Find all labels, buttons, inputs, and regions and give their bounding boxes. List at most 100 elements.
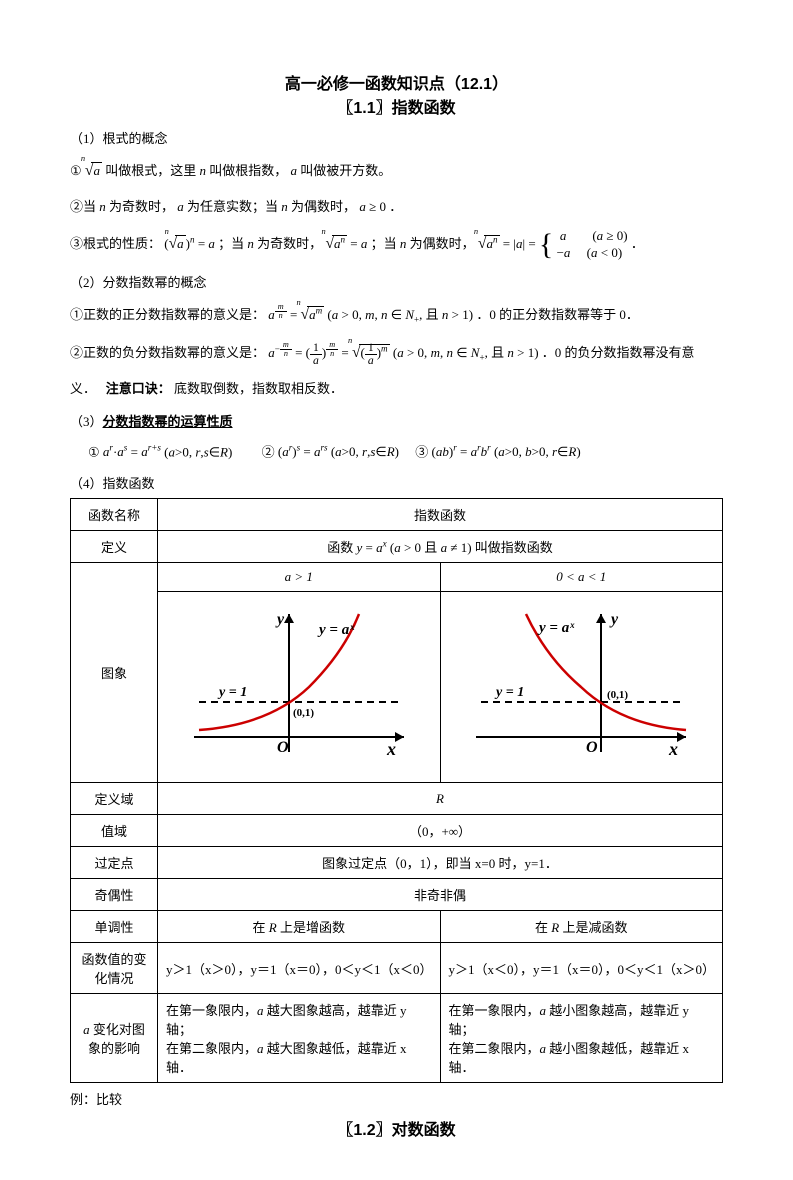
svg-text:x: x <box>386 739 396 759</box>
cell-fixed-label: 过定点 <box>71 847 158 879</box>
text: 叫做指数函数 <box>475 540 553 555</box>
cell-range-label: 值域 <box>71 815 158 847</box>
var-n: n <box>400 236 407 251</box>
svg-text:y: y <box>609 611 619 628</box>
text: 0 < a < 1 <box>556 569 606 584</box>
para-5c: 义． 注意口诀： 底数取倒数，指数取相反数． <box>70 377 723 400</box>
svg-text:(0,1): (0,1) <box>293 707 314 719</box>
svg-text:y = aˣ: y = aˣ <box>317 622 355 638</box>
var-n: n <box>281 199 288 214</box>
formula-root-power: (n√a)n = a <box>164 236 218 251</box>
formula-rule-1: ar·as = ar+s (a>0, r,s∈R) <box>103 444 236 459</box>
text: ．0 的负分数指数幂没有意 <box>542 345 695 360</box>
formula-root-an-even: n√an = |a| = { a (a ≥ 0) −a (a < 0) <box>478 236 631 251</box>
table-row: 值域 （0，+∞） <box>71 815 723 847</box>
table-row: 过定点 图象过定点（0，1），即当 x=0 时，y=1． <box>71 847 723 879</box>
text: 为偶数时， <box>410 236 475 251</box>
cell-avar-right: 在第一象限内，a 越小图象越高，越靠近 y 轴； 在第二象限内，a 越小图象越低… <box>440 994 723 1083</box>
tip-text: 底数取倒数，指数取相反数． <box>174 381 343 396</box>
text: ；当 <box>371 236 400 251</box>
table-row: a 变化对图象的影响 在第一象限内，a 越大图象越高，越靠近 y 轴； 在第二象… <box>71 994 723 1083</box>
formula-pos-frac-exp: amn = n√am (a > 0, m, n ∈ N+, 且 n > 1) <box>268 307 476 322</box>
formula-neg-frac-exp: a−mn = (1a)mn = n√(1a)m (a > 0, m, n ∈ N… <box>268 345 542 360</box>
cell-graph-label: 图象 <box>71 563 158 783</box>
table-row: 单调性 在 R 上是增函数 在 R 上是减函数 <box>71 911 723 943</box>
radical-n-a: n√a <box>85 157 102 185</box>
cell-name-value: 指数函数 <box>158 499 723 531</box>
svg-text:y = 1: y = 1 <box>494 685 524 700</box>
svg-text:y: y <box>275 611 285 628</box>
text: ③根式的性质： <box>70 236 161 251</box>
table-row: 定义域 R <box>71 783 723 815</box>
text: 叫做根式，这里 <box>105 163 199 178</box>
cell-mono-label: 单调性 <box>71 911 158 943</box>
cell-avar-left: 在第一象限内，a 越大图象越高，越靠近 y 轴； 在第二象限内，a 越大图象越低… <box>158 994 441 1083</box>
cell-parity-value: 非奇非偶 <box>158 879 723 911</box>
cell-cond-right: 0 < a < 1 <box>440 563 723 592</box>
text: 为奇数时， <box>109 199 174 214</box>
cell-graph-right: y y = aˣ y = 1 (0,1) O x <box>440 592 723 783</box>
svg-text:y = 1: y = 1 <box>217 685 247 700</box>
var-n: n <box>247 236 254 251</box>
cell-mono-left: 在 R 上是增函数 <box>158 911 441 943</box>
text: 函数 <box>327 540 356 555</box>
cell-avar-label: a 变化对图象的影响 <box>71 994 158 1083</box>
text: R <box>436 791 444 806</box>
var-a: a <box>291 163 298 178</box>
text: ．0 的正分数指数幂等于 0． <box>476 307 639 322</box>
formula-rule-3: (ab)r = arbr (a>0, b>0, r∈R) <box>432 444 581 459</box>
heading-2: （2）分数指数幂的概念 <box>70 272 723 291</box>
text: ③ <box>402 444 431 459</box>
para-2: ②当 n 为奇数时， a 为任意实数；当 n 为偶数时， a ≥ 0 ． <box>70 195 723 218</box>
heading-1: （1）根式的概念 <box>70 128 723 147</box>
cell-domain-label: 定义域 <box>71 783 158 815</box>
text: 为偶数时， <box>291 199 356 214</box>
table-row: 函数名称 指数函数 <box>71 499 723 531</box>
cell-def-label: 定义 <box>71 531 158 563</box>
cell-parity-label: 奇偶性 <box>71 879 158 911</box>
formula-def: y = ax (a > 0 且 a ≠ 1) <box>356 540 471 555</box>
cell-fixed-value: 图象过定点（0，1），即当 x=0 时，y=1． <box>158 847 723 879</box>
tip-label: 注意口诀： <box>106 381 171 396</box>
table-row: y y = aˣ y = 1 (0,1) O x y <box>71 592 723 783</box>
var-n: n <box>99 199 106 214</box>
text: 叫做被开方数。 <box>300 163 391 178</box>
cell-graph-left: y y = aˣ y = 1 (0,1) O x <box>158 592 441 783</box>
table-row: 图象 a > 1 0 < a < 1 <box>71 563 723 592</box>
para-4: ①正数的正分数指数幂的意义是： amn = n√am (a > 0, m, n … <box>70 301 723 329</box>
cell-domain-value: R <box>158 783 723 815</box>
table-row: 函数值的变化情况 y＞1（x＞0），y＝1（x＝0），0＜y＜1（x＜0） y＞… <box>71 943 723 994</box>
svg-text:O: O <box>277 739 289 756</box>
text: ． <box>631 236 644 251</box>
text: ①正数的正分数指数幂的意义是： <box>70 307 265 322</box>
var-a: a <box>177 199 184 214</box>
graph-increasing: y y = aˣ y = 1 (0,1) O x <box>169 602 429 772</box>
cell-range-value: （0，+∞） <box>158 815 723 847</box>
text: ；当 <box>218 236 247 251</box>
formula-root-an-odd: n√an = a <box>325 236 370 251</box>
section-title-1-1: 〖1.1〗指数函数 <box>70 94 723 118</box>
example-label: 例：比较 <box>70 1089 723 1108</box>
graph-decreasing: y y = aˣ y = 1 (0,1) O x <box>451 602 711 772</box>
exponential-table: 函数名称 指数函数 定义 函数 y = ax (a > 0 且 a ≠ 1) 叫… <box>70 498 723 1083</box>
text: ① <box>88 444 103 459</box>
svg-text:y = aˣ: y = aˣ <box>537 620 575 636</box>
table-row: 定义 函数 y = ax (a > 0 且 a ≠ 1) 叫做指数函数 <box>71 531 723 563</box>
text: 为奇数时， <box>257 236 322 251</box>
text: ②当 <box>70 199 99 214</box>
cell-def-value: 函数 y = ax (a > 0 且 a ≠ 1) 叫做指数函数 <box>158 531 723 563</box>
formula-rule-2: (ar)s = ars (a>0, r,s∈R) <box>278 444 402 459</box>
heading-4: （4）指数函数 <box>70 473 723 492</box>
page-title: 高一必修一函数知识点（12.1） <box>70 70 723 94</box>
para-3: ③根式的性质： (n√a)n = a ；当 n 为奇数时， n√an = a ；… <box>70 228 723 262</box>
para-6: ① ar·as = ar+s (a>0, r,s∈R) ② (ar)s = ar… <box>88 440 723 464</box>
text: 义． <box>70 381 90 396</box>
var-n: n <box>199 163 206 178</box>
para-1: ① n√a 叫做根式，这里 n 叫做根指数， a 叫做被开方数。 <box>70 157 723 185</box>
section-title-1-2: 〖1.2〗对数函数 <box>70 1116 723 1140</box>
text: （3） <box>70 414 103 429</box>
cell-vals-right: y＞1（x＜0），y＝1（x＝0），0＜y＜1（x＞0） <box>440 943 723 994</box>
text: 为任意实数；当 <box>187 199 281 214</box>
text: 叫做根指数， <box>209 163 287 178</box>
cell-name-label: 函数名称 <box>71 499 158 531</box>
